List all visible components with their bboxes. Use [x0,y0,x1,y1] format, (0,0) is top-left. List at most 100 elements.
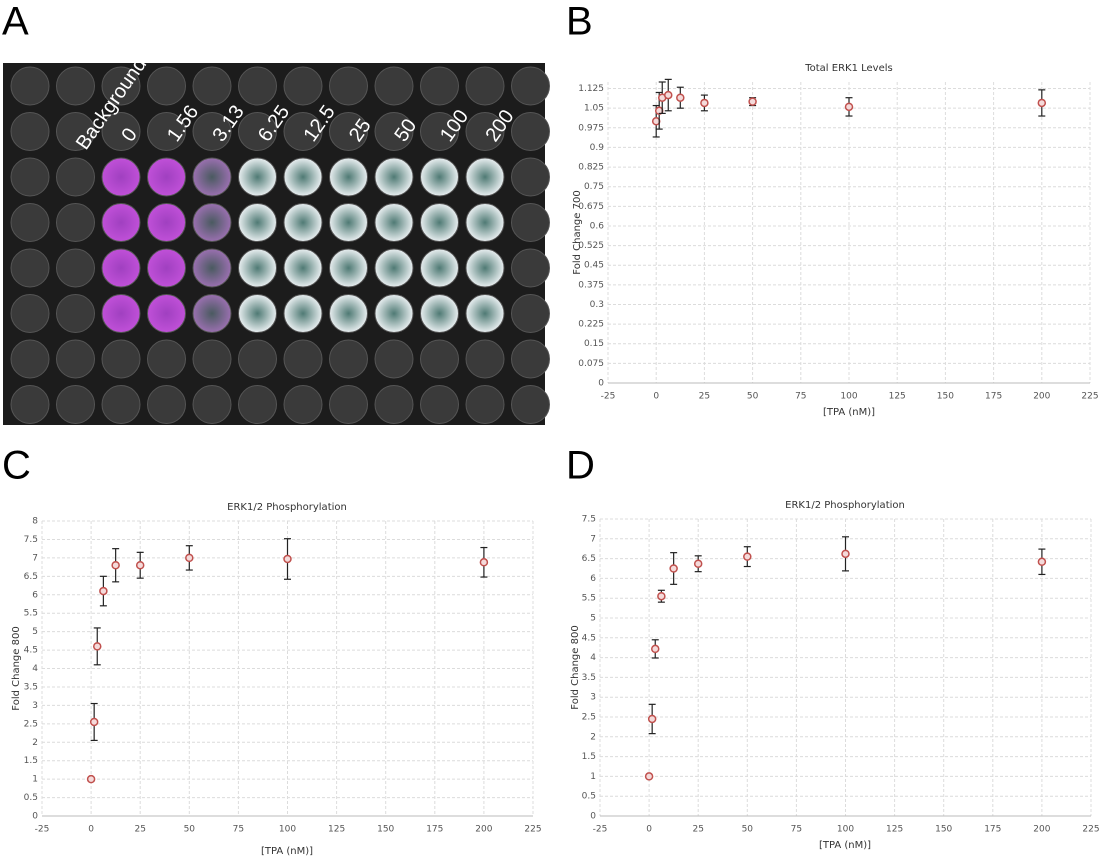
y-tick-label: 1 [32,775,38,785]
well [10,294,50,333]
well [465,203,505,242]
y-tick-label: 4 [32,664,38,674]
point [693,559,703,568]
well [420,157,459,197]
y-tick-label: 0.825 [578,163,604,173]
well [56,203,95,242]
well [192,66,232,106]
well [10,339,50,379]
y-tick-label: 4.5 [24,646,38,656]
well [56,112,95,151]
x-tick-label: 225 [1081,392,1098,402]
y-tick-label: 0.525 [578,241,604,251]
well [192,112,232,151]
x-tick-label: 0 [653,392,659,402]
well [511,385,550,424]
well [374,203,414,242]
x-tick-label: 175 [426,825,443,835]
x-tick-label: 25 [692,825,703,835]
well [56,248,95,288]
y-tick-label: 0.5 [582,792,596,802]
point [664,90,673,100]
x-tick-label: -25 [35,825,50,835]
x-tick-label: -25 [593,825,608,835]
point [185,553,194,563]
point [700,98,709,108]
well [192,248,232,288]
point [1037,557,1047,567]
well [329,294,368,333]
well [511,248,550,288]
point [644,772,654,781]
well [511,112,550,151]
y-tick-label: 8 [32,517,38,527]
chart-title: ERK1/2 Phosphorylation [785,500,905,511]
y-tick-label: 6 [32,590,38,600]
well [329,248,368,288]
well [101,385,141,424]
point [86,774,96,784]
y-tick-label: 7 [32,553,38,563]
y-tick-label: 0 [32,812,38,822]
well [283,112,323,151]
well [420,339,459,379]
well [238,294,277,333]
well [374,66,414,106]
point [844,102,854,112]
well [10,385,50,424]
well [283,248,323,288]
y-tick-label: 0.3 [590,300,604,310]
well [10,203,50,242]
well [420,112,459,151]
x-tick-label: 175 [985,392,1002,402]
y-tick-label: 1 [590,772,596,782]
well [283,339,323,379]
well [511,294,550,333]
y-tick-label: 0.15 [584,339,604,349]
well [465,66,505,106]
y-tick-label: 5 [32,627,38,637]
well [238,385,277,424]
well [101,157,141,197]
y-tick-label: 3 [590,693,596,703]
y-tick-label: 0.9 [590,143,605,153]
x-axis-label: [TPA (nM)] [823,407,875,418]
well [10,112,50,151]
y-tick-label: 0.225 [578,320,604,330]
well [101,248,141,288]
y-tick-label: 1.05 [584,104,604,114]
well [511,157,550,197]
point [92,642,102,651]
well [56,66,95,106]
y-axis-label: Fold Change 800 [570,625,581,709]
y-tick-label: 7.5 [24,535,38,545]
well [374,157,414,197]
point [135,561,145,570]
well [374,339,414,379]
x-tick-label: 200 [1033,392,1050,402]
x-tick-label: 0 [646,825,652,835]
x-tick-label: 25 [134,825,145,835]
chart-title: Total ERK1 Levels [804,63,893,74]
panel-label: D [566,444,595,488]
y-tick-label: 3.5 [582,673,596,683]
well [329,112,368,151]
x-tick-label: 125 [886,825,903,835]
well [192,203,232,242]
x-tick-label: 150 [937,392,954,402]
y-tick-label: 4 [590,653,596,663]
y-tick-label: 3.5 [24,682,38,692]
x-tick-label: 0 [88,825,94,835]
well [147,339,186,379]
x-tick-label: 200 [1033,825,1050,835]
y-tick-label: 2 [590,732,596,742]
y-tick-label: 0.5 [24,793,38,803]
well [147,66,186,106]
well [56,157,95,197]
x-tick-label: 50 [747,392,759,402]
well [465,385,505,424]
x-axis-label: [TPA (nM)] [819,840,871,851]
well [238,339,277,379]
well [147,157,186,197]
well [420,385,459,424]
